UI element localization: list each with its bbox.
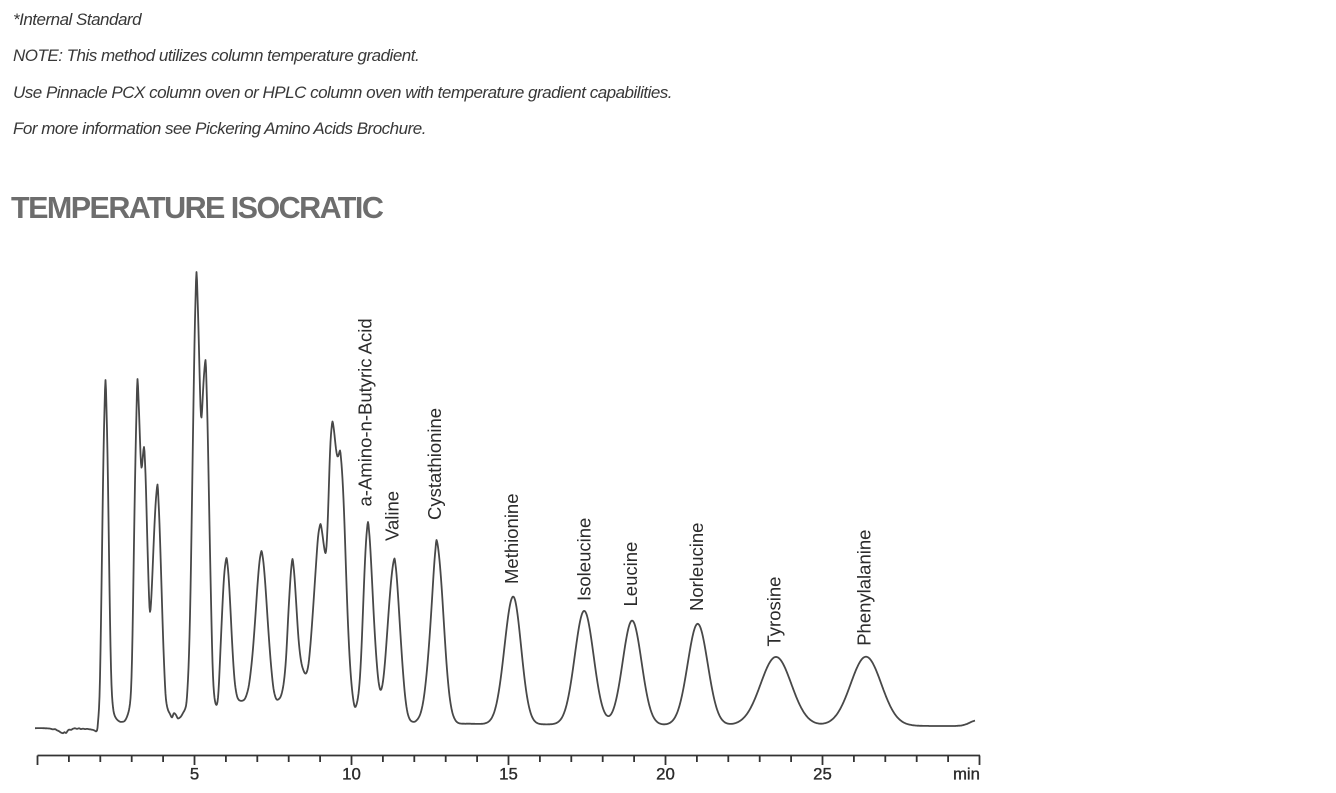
svg-text:min: min [953,765,980,784]
svg-text:20: 20 [656,765,675,784]
svg-text:25: 25 [813,765,832,784]
svg-text:Leucine: Leucine [620,542,641,607]
svg-text:Methionine: Methionine [501,493,522,584]
svg-text:10: 10 [342,765,361,784]
svg-text:5: 5 [190,765,199,784]
svg-text:Norleucine: Norleucine [686,523,707,611]
svg-text:Valine: Valine [382,491,403,541]
svg-text:Isoleucine: Isoleucine [574,518,595,601]
svg-text:a-Amino-n-Butyric Acid: a-Amino-n-Butyric Acid [355,318,376,506]
svg-text:15: 15 [499,765,518,784]
svg-text:Cystathionine: Cystathionine [424,408,445,520]
svg-text:Phenylalanine: Phenylalanine [853,530,874,646]
svg-text:Tyrosine: Tyrosine [764,577,785,647]
